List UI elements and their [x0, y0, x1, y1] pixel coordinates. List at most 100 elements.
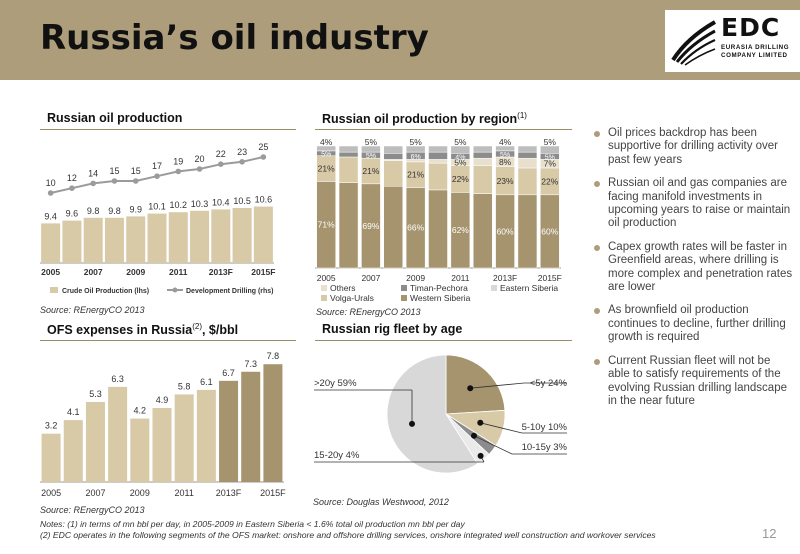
pie-leader-line: [473, 435, 513, 455]
ofs-bar-label: 4.1: [67, 407, 80, 417]
rig-title: Russian rig fleet by age: [322, 322, 463, 336]
legend-swatch: [321, 285, 327, 291]
region-segment: [472, 151, 493, 159]
bullet-item: Oil prices backdrop has been supportive …: [593, 127, 793, 167]
region-segment: [472, 193, 493, 269]
x-tick-label: 2009: [126, 267, 145, 277]
production-bar: [104, 217, 124, 263]
x-tick-label: 2011: [451, 273, 470, 283]
page-title: Russia’s oil industry: [40, 18, 429, 58]
region-segment: [338, 151, 359, 158]
ofs-bar: [174, 394, 194, 482]
bullet-item: Current Russian fleet will not be able t…: [593, 355, 793, 409]
region-segment: [495, 145, 515, 152]
pie-leader-dot: [409, 420, 416, 427]
drilling-point-label: 25: [258, 142, 268, 152]
drilling-point: [111, 178, 118, 184]
production-bar-label: 10.3: [191, 199, 209, 209]
production-bar: [41, 223, 61, 263]
x-tick-label: 2013F: [216, 488, 242, 498]
legend-swatch-marker: [172, 287, 178, 293]
production-title: Russian oil production: [47, 111, 183, 125]
production-chart: 9.4 2005 9.6 9.8 2007 9.8 9.9 2009 10.1 10.2 2011 1…: [40, 142, 275, 295]
region-segment: [517, 194, 538, 269]
region-segment-label: 5%: [409, 137, 422, 147]
logo-wordmark: EDC: [721, 13, 781, 42]
production-bar: [211, 209, 231, 263]
legend-label: Timan-Pechora: [410, 283, 468, 293]
region-segment: [472, 165, 493, 194]
region-segment-label: 60%: [497, 226, 514, 236]
region-segment-label: 21%: [407, 170, 424, 180]
production-bar-label: 10.2: [170, 200, 188, 210]
drilling-point: [239, 159, 245, 165]
region-small-label: 5%: [545, 154, 555, 161]
region-title-sup: (1): [517, 111, 527, 120]
production-bar-label: 9.4: [44, 211, 57, 221]
production-bar: [190, 210, 210, 263]
bullet-text: As brownfield oil production continues t…: [608, 304, 786, 344]
x-tick-label: 2005: [317, 273, 336, 283]
x-tick-label: 2011: [175, 488, 194, 498]
production-bar-label: 10.1: [148, 202, 166, 212]
production-bar-label: 9.9: [129, 204, 142, 214]
drilling-point: [196, 166, 203, 172]
production-bar-label: 10.5: [233, 196, 251, 206]
x-tick-label: 2007: [361, 273, 380, 283]
x-tick-label: 2009: [130, 488, 150, 498]
drilling-point: [218, 161, 224, 167]
pie-leader-line: [470, 382, 525, 389]
region-segment-label: 7%: [544, 159, 557, 169]
rig-pie-chart: <5y 24% 5-10y 10% 10-15y 3% 15-20y 4% >20y 5…: [314, 354, 568, 474]
production-bar-label: 9.8: [108, 206, 121, 216]
ofs-title-sup: (2): [192, 322, 202, 331]
pie-slice-label: >20y 59%: [314, 378, 357, 389]
ofs-bar: [130, 418, 150, 482]
production-bar: [147, 213, 167, 263]
logo-subtitle: EURASIA DRILLING COMPANY LIMITED: [721, 44, 789, 60]
region-source: Source: REnergyCO 2013: [316, 307, 421, 317]
pie-leader-dot: [477, 452, 484, 459]
legend-swatch: [401, 295, 407, 301]
production-bar: [126, 216, 146, 263]
region-segment: [383, 160, 404, 187]
swoosh-icon: [671, 20, 716, 66]
ofs-bar: [241, 371, 261, 482]
region-small-label: 4%: [455, 154, 465, 161]
ofs-bar-label: 5.8: [178, 381, 191, 391]
x-tick-label: 2007: [84, 267, 103, 277]
region-segment-label: 22%: [541, 176, 558, 186]
region-segment: [383, 186, 404, 269]
ofs-bar-label: 4.2: [134, 406, 147, 416]
region-segment: [428, 145, 448, 153]
x-tick-label: 2015F: [251, 267, 275, 277]
bullet-list: Oil prices backdrop has been supportive …: [593, 127, 793, 418]
region-chart: 71%21%5%4%200569%21%5%5%200766%21%6%5%20…: [315, 137, 562, 303]
bullet-icon: [594, 308, 600, 315]
legend-label-line: Development Drilling (rhs): [186, 288, 274, 295]
page-number: 12: [762, 526, 777, 541]
rig-source: Source: Douglas Westwood, 2012: [313, 497, 449, 507]
region-segment-label: 66%: [407, 223, 424, 233]
region-segment: [472, 157, 493, 166]
ofs-bar: [108, 386, 128, 482]
legend-label-bar: Crude Oil Production (lhs): [62, 288, 149, 295]
pie-slice-label: 10-15y 3%: [522, 442, 568, 453]
bullet-item: Russian oil and gas companies are facing…: [593, 177, 793, 231]
region-segment-label: 5%: [544, 137, 557, 147]
region-segment-label: 69%: [362, 221, 379, 231]
production-bar-label: 10.4: [212, 197, 230, 207]
region-segment-label: 62%: [452, 225, 469, 235]
x-tick-label: 2013F: [493, 273, 517, 283]
region-rule: [315, 129, 572, 130]
region-segment: [428, 151, 448, 160]
region-segment: [361, 145, 381, 153]
legend-label: Volga-Urals: [330, 293, 374, 303]
company-logo: EDC EURASIA DRILLING COMPANY LIMITED: [665, 10, 800, 72]
drilling-point: [260, 154, 267, 160]
footnote-line2: (2) EDC operates in the following segmen…: [40, 530, 656, 540]
bullet-icon: [594, 244, 600, 251]
region-segment: [517, 157, 538, 169]
x-tick-label: 2015F: [538, 273, 562, 283]
ofs-bar-label: 7.8: [267, 351, 280, 361]
